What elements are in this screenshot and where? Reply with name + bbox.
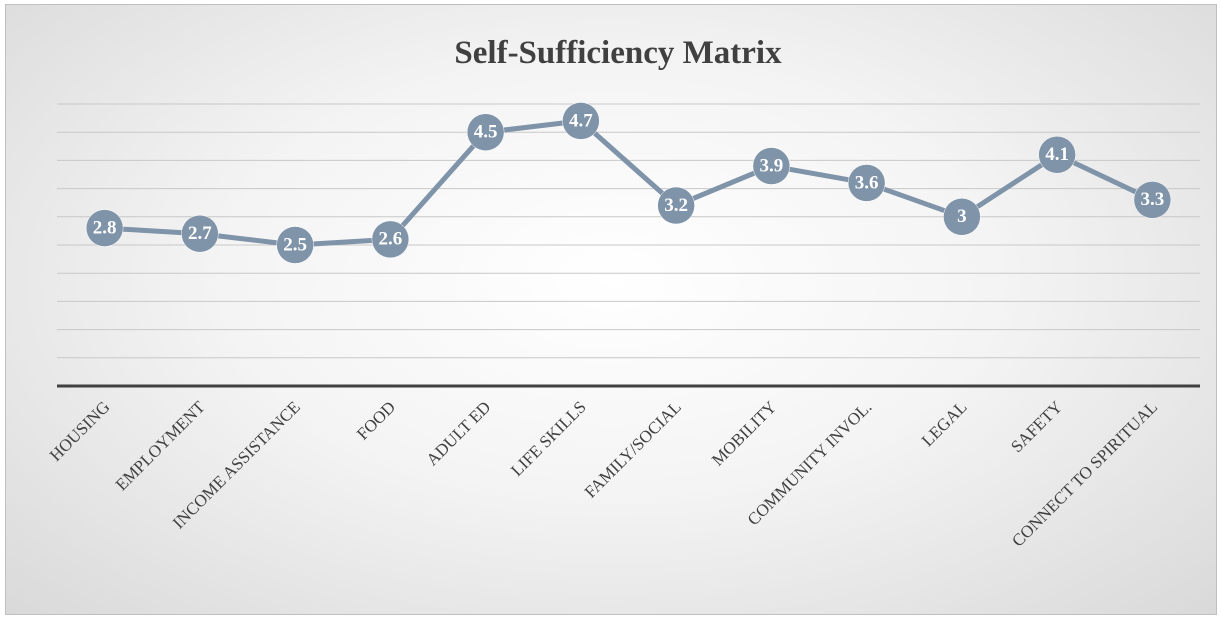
marker: [943, 198, 981, 236]
data-label: 4.1: [1045, 144, 1069, 165]
data-label: 3.9: [760, 155, 784, 176]
x-tick-label: HOUSING: [46, 397, 114, 465]
x-tick-label: FAMILY/SOCIAL: [581, 397, 685, 501]
x-tick-label: ADULT ED: [423, 397, 495, 469]
marker: [1133, 181, 1172, 219]
chart-area: [5, 4, 1217, 615]
data-label: 2.7: [188, 223, 212, 244]
data-label: 4.7: [569, 110, 593, 131]
data-label: 2.6: [379, 229, 403, 250]
x-tick-label: MOBILITY: [708, 397, 780, 469]
data-label: 2.5: [283, 234, 307, 255]
x-tick-label: SAFETY: [1007, 397, 1066, 456]
marker: [466, 113, 505, 151]
data-label: 4.5: [474, 122, 498, 143]
marker: [371, 220, 410, 259]
x-tick-label: EMPLOYMENT: [112, 397, 209, 494]
line: [104, 118, 1154, 248]
marker: [657, 186, 695, 225]
data-label: 3: [957, 206, 967, 227]
marker: [85, 209, 124, 247]
x-tick-label: LEGAL: [918, 397, 971, 450]
x-tick-label: FOOD: [353, 397, 399, 443]
marker: [752, 147, 791, 185]
data-label: 3.3: [1141, 189, 1165, 210]
marker: [562, 102, 600, 140]
data-label: 2.8: [93, 217, 117, 238]
marker: [276, 226, 314, 264]
chart-title: Self-Sufficiency Matrix: [454, 35, 782, 71]
marker: [847, 164, 886, 202]
data-label: 3.2: [664, 195, 688, 216]
x-tick-label: LIFE SKILLS: [507, 397, 590, 480]
marker: [181, 214, 219, 253]
marker: [1038, 136, 1076, 174]
data-label: 3.6: [855, 172, 879, 193]
